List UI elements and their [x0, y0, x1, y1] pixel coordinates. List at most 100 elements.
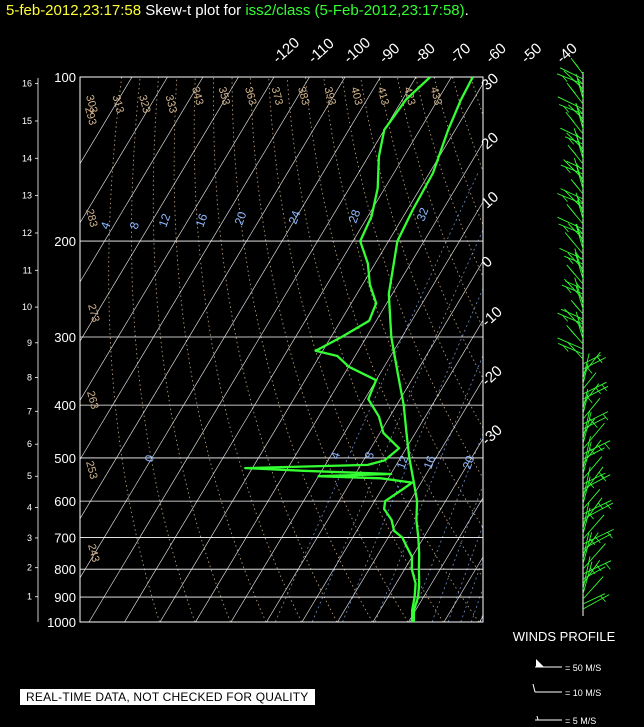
wind-barb-flag	[589, 567, 596, 575]
wind-barb	[582, 363, 589, 385]
wind-barb	[558, 342, 584, 355]
dry-adiabat	[305, 77, 483, 579]
wind-barb	[582, 411, 592, 445]
wind-legend-title: WINDS PROFILE	[513, 629, 616, 644]
isotherm	[80, 77, 275, 402]
wind-barb	[565, 111, 584, 135]
mixing-ratio-label: 0	[142, 453, 158, 464]
plot-frame	[79, 76, 484, 623]
title-end: .	[464, 2, 469, 19]
wind-barb	[582, 389, 589, 410]
mixing-ratio-line	[460, 557, 483, 622]
grid-layer	[80, 77, 644, 622]
wind-barb	[582, 410, 591, 440]
wind-barb	[557, 312, 584, 325]
height-tick-label: 1	[27, 592, 32, 602]
wind-barb-flag	[604, 443, 611, 450]
wind-barb-flag	[569, 328, 576, 336]
wind-barb-flag	[576, 77, 583, 85]
wind-barb-flag	[561, 75, 568, 83]
pressure-tick-label: 300	[54, 330, 76, 345]
wind-profile	[556, 57, 614, 616]
wind-barb	[582, 576, 604, 600]
isotherm	[551, 77, 644, 622]
height-tick-label: 10	[22, 302, 32, 312]
mixing-ratio-line	[480, 613, 483, 622]
wind-barb	[582, 561, 593, 595]
wind-barb	[576, 223, 584, 245]
wind-barb	[575, 311, 584, 335]
wind-barb-flag	[564, 166, 571, 174]
mixing-ratio-line	[409, 432, 483, 622]
mixing-ratio-label: 32	[414, 205, 432, 223]
pressure-tick-label: 800	[54, 562, 76, 577]
wind-barb-flag	[588, 481, 595, 489]
wind-barb	[582, 353, 590, 380]
isotherm	[80, 77, 310, 461]
dry-adiabat	[526, 77, 644, 622]
height-tick-label: 8	[27, 373, 32, 383]
dry-adiabat-label: 263	[84, 390, 100, 411]
wind-barb	[564, 255, 584, 265]
temperature-top-label: -60	[482, 40, 509, 67]
wind-barb	[573, 157, 584, 185]
dry-adiabat-label: 383	[295, 86, 311, 107]
dry-adiabat-label: 363	[242, 86, 258, 107]
wind-barb	[582, 560, 612, 575]
dry-adiabat-label: 323	[136, 94, 152, 115]
isotherm	[80, 77, 346, 520]
wind-barb	[561, 308, 584, 320]
wind-barb	[575, 285, 584, 310]
wind-barb	[582, 499, 612, 515]
mixing-ratio-label: 20	[232, 209, 250, 227]
wind-barb	[582, 441, 592, 475]
wind-legend-pennant	[536, 659, 544, 667]
wind-barb	[582, 436, 591, 470]
wind-barb-flag	[576, 107, 583, 114]
dry-adiabat	[286, 77, 480, 622]
wind-barb	[566, 160, 584, 170]
mixing-ratio-label: 16	[421, 453, 439, 471]
wind-barb	[574, 252, 584, 280]
wind-barb	[575, 73, 584, 95]
wind-barb-flag	[605, 502, 612, 510]
dry-adiabat-label: 283	[83, 208, 99, 229]
wind-barb	[564, 232, 584, 255]
wind-barb	[582, 560, 601, 585]
height-tick-label: 9	[27, 338, 32, 348]
mixing-ratio-label: 4	[98, 220, 114, 231]
temperature-top-label: -120	[269, 34, 303, 67]
isotherm	[88, 77, 417, 622]
dry-adiabat	[470, 77, 483, 117]
wind-barb	[582, 466, 591, 500]
wind-barb	[582, 392, 589, 415]
wind-barb	[577, 199, 584, 220]
isotherm	[372, 437, 483, 622]
wind-barb-flag	[562, 195, 568, 202]
wind-barb	[574, 248, 584, 275]
isotherm	[80, 77, 239, 342]
wind-barb-flag	[569, 87, 576, 94]
pressure-tick-label: 400	[54, 398, 76, 413]
dry-adiabat	[212, 77, 338, 622]
dry-adiabat-label: 393	[322, 86, 338, 107]
wind-barb-flag	[607, 532, 613, 539]
mixing-ratio-line	[374, 354, 483, 622]
temperature-top-label: -100	[340, 34, 374, 67]
wind-barb	[564, 308, 584, 330]
wind-barb-flag	[563, 225, 569, 233]
dry-adiabat-label: 373	[269, 86, 285, 107]
temperature-top-label: -80	[411, 40, 438, 67]
temperature-top-label: -40	[553, 40, 580, 67]
dry-adiabat-label: 433	[428, 86, 444, 107]
wind-barb-flag	[562, 315, 569, 322]
pressure-tick-label: 500	[54, 451, 76, 466]
wind-legend-half-barb	[536, 715, 539, 721]
wind-barb-flag	[575, 133, 582, 140]
height-tick-label: 5	[27, 471, 32, 481]
isotherm	[408, 497, 483, 622]
height-tick-label: 15	[22, 116, 32, 126]
wind-barb	[560, 164, 584, 175]
wind-barb-flag	[575, 282, 582, 290]
